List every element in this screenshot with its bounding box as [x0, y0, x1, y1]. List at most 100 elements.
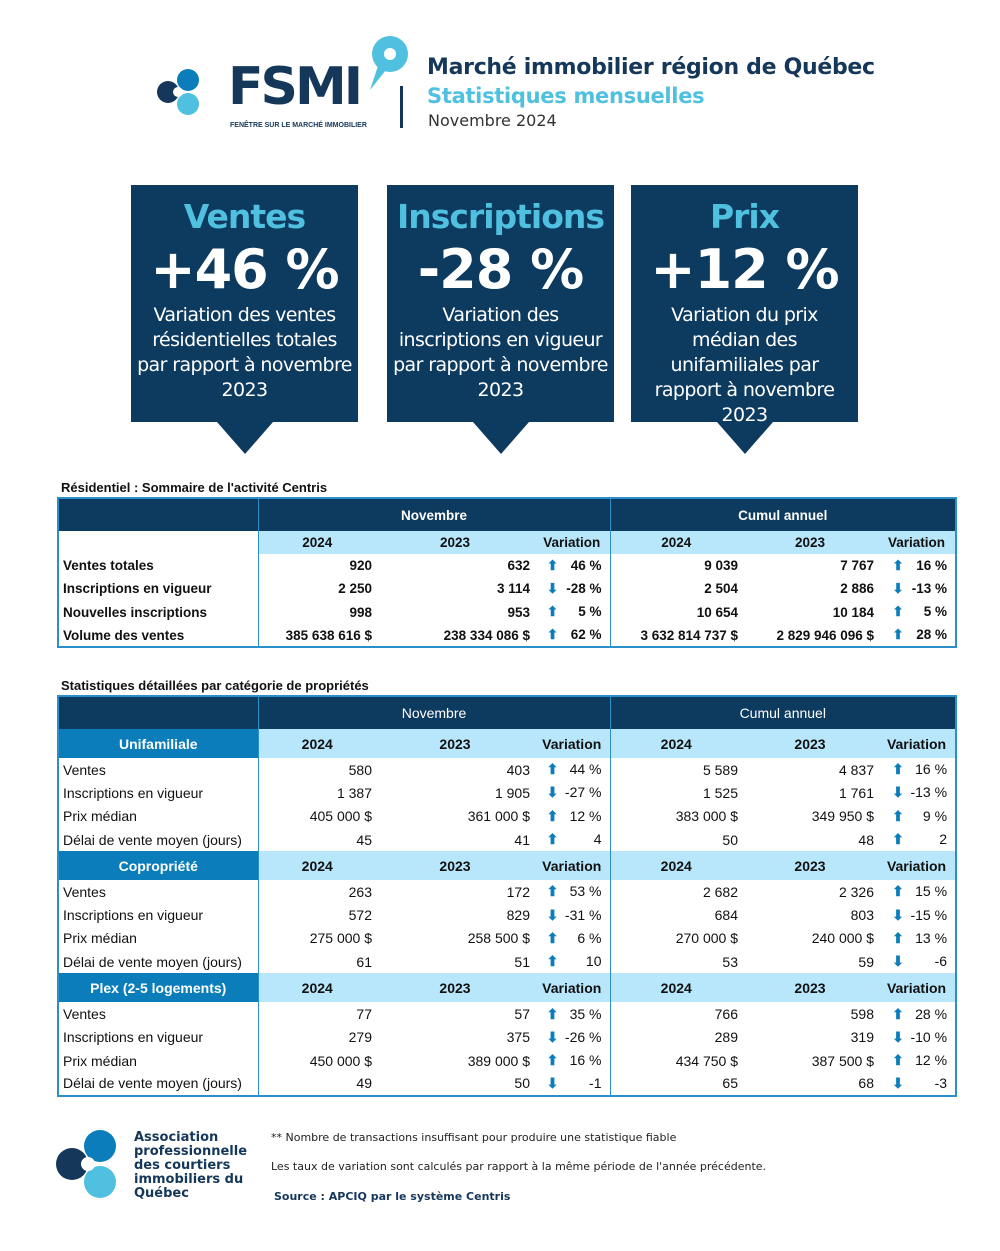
- value-2023: 68: [858, 1075, 874, 1092]
- variation-cell: ⬆ 6 %: [534, 926, 611, 951]
- row-label: Ventes: [58, 758, 259, 782]
- value-2023: 632: [507, 558, 530, 574]
- speech-bubble-icon: [370, 36, 408, 90]
- footnote-insufficient: ** Nombre de transactions insuffisant po…: [271, 1131, 677, 1144]
- table-row: Ventes 580 403 ⬆ 44 % 5 589 4 837 ⬆ 16 %: [58, 758, 956, 782]
- arrow-up-icon: ⬆: [546, 883, 559, 900]
- table-row: Ventes 77 57 ⬆ 35 % 766 598 ⬆ 28 %: [58, 1002, 956, 1026]
- value-2023: 59: [858, 953, 874, 970]
- value-2024: 270 000 $: [675, 930, 738, 947]
- variation-cell: ⬇ -26 %: [534, 1025, 611, 1049]
- arrow-down-icon: ⬇: [546, 1074, 559, 1091]
- table-row: Ventes totales 920 632 ⬆ 46 % 9 039 7 767 ⬆ 16 %: [58, 554, 956, 578]
- variation-value: -1: [589, 1074, 602, 1091]
- value-2023: 361 000 $: [467, 808, 530, 825]
- value-2023: 51: [514, 953, 530, 970]
- arrow-down-icon: ⬇: [546, 580, 559, 596]
- kpi-title: Inscriptions: [396, 197, 605, 236]
- arrow-up-icon: ⬆: [892, 807, 904, 824]
- category-name: Copropriété: [58, 851, 259, 881]
- variation-value: 16 %: [569, 1052, 602, 1069]
- variation-cell: ⬆ 53 %: [534, 880, 611, 904]
- category-name: Unifamiliale: [58, 729, 259, 758]
- row-label: Prix médian: [58, 804, 259, 828]
- table-row: Prix médian 450 000 $ 389 000 $ ⬆ 16 % 434 75…: [58, 1048, 956, 1073]
- value-2023: 1 761: [838, 784, 874, 801]
- variation-cell: ⬇ -1: [534, 1072, 611, 1096]
- value-2023: 4 837: [838, 761, 874, 778]
- column-header: 2024: [610, 531, 743, 554]
- arrow-up-icon: ⬆: [892, 1005, 904, 1022]
- variation-value: 62 %: [570, 627, 602, 643]
- fsmi-tagline: FENÊTRE SUR LE MARCHÉ IMMOBILIER: [230, 122, 367, 129]
- row-label: Volume des ventes: [58, 623, 259, 648]
- variation-value: 35 %: [569, 1005, 602, 1022]
- value-2023: 41: [514, 831, 530, 848]
- kpi-inscriptions: Inscriptions -28 % Variation des inscrip…: [387, 185, 614, 454]
- category-name: Plex (2-5 logements): [58, 973, 259, 1003]
- arrow-down-icon: ⬇: [546, 906, 559, 923]
- kpi-description: Variation des inscriptions en vigueur pa…: [393, 304, 608, 401]
- kpi-description: Variation du prix médian des unifamilial…: [654, 304, 835, 426]
- variation-cell: ⬇ -3: [878, 1072, 956, 1095]
- column-header: 2024: [610, 851, 742, 881]
- variation-cell: ⬇ -13 %: [878, 781, 956, 804]
- value-2024: 5 589: [702, 761, 738, 778]
- value-2024: 65: [722, 1075, 738, 1092]
- column-header: Variation: [534, 973, 611, 1003]
- group-header-novembre: Novembre: [258, 498, 611, 531]
- variation-cell: ⬆ 5 %: [534, 600, 611, 624]
- value-2024: 263: [348, 883, 372, 900]
- variation-value: -28 %: [566, 580, 602, 596]
- value-2023: 2 326: [838, 883, 874, 900]
- value-2024: 385 638 616 $: [285, 627, 372, 643]
- variation-value: 16 %: [915, 761, 948, 778]
- kpi-value: +12 %: [650, 238, 839, 301]
- value-2024: 405 000 $: [309, 808, 372, 825]
- table-row: Volume des ventes 385 638 616 $ 238 334 08…: [58, 623, 956, 648]
- column-header: Variation: [534, 851, 611, 881]
- arrow-up-icon: ⬆: [546, 1052, 559, 1069]
- column-header: Variation: [878, 729, 957, 758]
- value-2023: 389 000 $: [467, 1052, 530, 1069]
- arrow-up-icon: ⬆: [546, 929, 559, 946]
- column-header: Variation: [878, 851, 957, 881]
- variation-cell: ⬆ 46 %: [534, 554, 611, 578]
- variation-cell: ⬆ 9 %: [878, 805, 956, 828]
- variation-cell: ⬆ 62 %: [534, 623, 611, 648]
- value-2023: 829: [506, 907, 530, 924]
- value-2024: 1 387: [336, 784, 372, 801]
- kpi-prix: Prix +12 % Variation du prix médian des …: [631, 185, 858, 454]
- column-header: Variation: [534, 729, 611, 758]
- table-row: Délai de vente moyen (jours) 61 51 ⬆ 10 53 59 ⬇…: [58, 950, 956, 974]
- kpi-ventes: Ventes +46 % Variation des ventes réside…: [131, 185, 358, 454]
- value-2024: 10 654: [696, 604, 739, 620]
- row-label: Prix médian: [58, 926, 259, 951]
- report-period: Novembre 2024: [428, 111, 557, 130]
- arrow-down-icon: ⬇: [892, 906, 904, 923]
- row-label: Prix médian: [58, 1048, 259, 1073]
- row-label: Inscriptions en vigueur: [58, 1025, 259, 1049]
- variation-value: 16 %: [916, 557, 948, 573]
- variation-cell: ⬆ 28 %: [878, 1002, 956, 1025]
- variation-cell: ⬆ 12 %: [534, 804, 611, 828]
- value-2023: 349 950 $: [811, 808, 874, 825]
- arrow-down-icon: ⬇: [892, 953, 904, 970]
- value-2023: 172: [506, 883, 530, 900]
- variation-cell: ⬆ 12 %: [878, 1049, 956, 1072]
- value-2024: 1 525: [702, 784, 738, 801]
- fsmi-logo: FSMI: [228, 57, 363, 117]
- value-2024: 289: [714, 1029, 738, 1046]
- kpi-title: Ventes: [183, 197, 306, 236]
- variation-cell: ⬆ 16 %: [534, 1048, 611, 1073]
- column-header: 2024: [258, 973, 376, 1003]
- value-2024: 9 039: [704, 558, 739, 574]
- variation-value: 4: [593, 831, 602, 848]
- row-label: Délai de vente moyen (jours): [58, 1072, 259, 1096]
- arrow-up-icon: ⬆: [892, 831, 904, 848]
- arrow-up-icon: ⬆: [546, 831, 559, 848]
- value-2023: 10 184: [832, 604, 875, 620]
- value-2024: 434 750 $: [675, 1052, 738, 1069]
- value-2023: 7 767: [840, 558, 875, 574]
- group-header-cumul: Cumul annuel: [610, 498, 957, 531]
